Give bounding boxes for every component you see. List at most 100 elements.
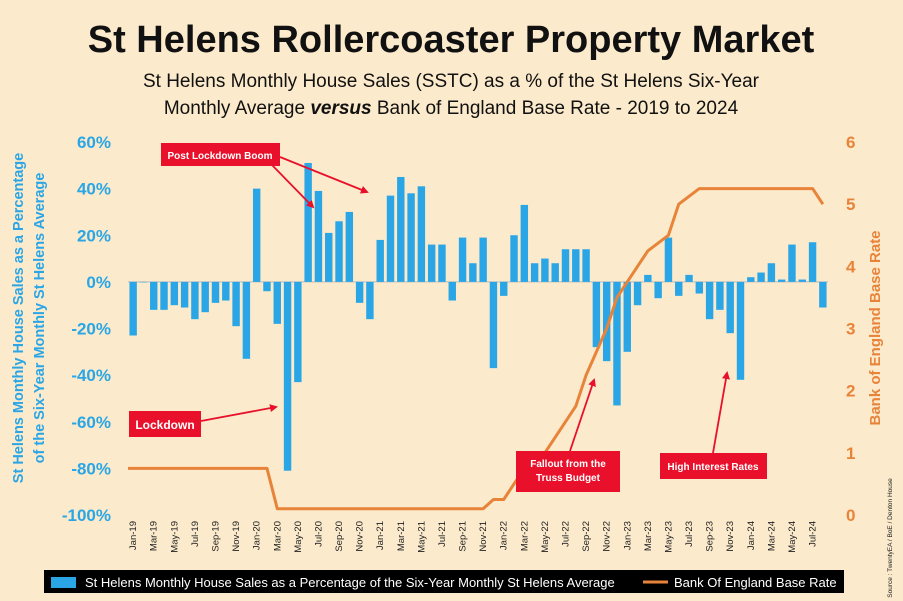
annotation-truss-budget: Fallout from the Truss Budget	[516, 378, 620, 492]
y-tick-label: 20%	[77, 226, 111, 245]
y2-tick-label: 1	[846, 444, 855, 463]
y-tick-label: 40%	[77, 180, 111, 199]
bar	[242, 281, 251, 359]
y2-tick-label: 3	[846, 320, 855, 339]
bar	[747, 277, 755, 282]
bar	[798, 279, 806, 282]
bar	[541, 258, 549, 282]
y2-tick-label: 0	[846, 506, 855, 525]
y-tick-label: -80%	[71, 459, 111, 478]
annotation-lockdown: Lockdown	[129, 404, 278, 437]
annotation-post-lockdown-boom: Post Lockdown Boom	[161, 143, 369, 209]
annotation-high-interest-rates: High Interest Rates	[660, 371, 767, 479]
bar	[757, 272, 765, 282]
bar	[294, 281, 302, 383]
x-tick-label: Mar-21	[396, 521, 407, 551]
annotation-label: Lockdown	[135, 418, 194, 432]
bar	[366, 281, 374, 320]
bar	[448, 281, 456, 301]
bar	[788, 244, 796, 282]
bar	[644, 274, 652, 282]
bar	[695, 281, 704, 294]
bar	[129, 281, 137, 336]
bar	[345, 211, 354, 282]
bar	[675, 281, 683, 296]
bar	[180, 281, 189, 308]
x-tick-label: Jul-24	[808, 521, 819, 547]
x-tick-label: Jan-20	[252, 521, 263, 550]
bar	[417, 186, 426, 282]
x-tick-label: Jan-22	[499, 521, 510, 550]
y2-tick-label: 6	[846, 133, 855, 152]
y2-axis-ticks: 6 5 4 3 2 1 0	[846, 133, 856, 525]
x-tick-label: Sep-20	[334, 521, 345, 552]
x-tick-label: Sep-22	[581, 521, 592, 552]
bar	[623, 281, 631, 352]
bar	[767, 263, 776, 282]
bar	[736, 281, 745, 380]
x-tick-label: May-24	[787, 521, 798, 553]
x-tick-label: Mar-24	[766, 521, 777, 551]
y-tick-label: -60%	[71, 413, 111, 432]
bar	[551, 263, 559, 282]
bar	[314, 190, 323, 282]
bar	[654, 281, 662, 299]
bar	[376, 239, 384, 282]
bar	[592, 281, 601, 348]
y-tick-label: -20%	[71, 320, 111, 339]
bar	[726, 281, 734, 334]
bar	[335, 221, 343, 282]
bar	[613, 281, 621, 406]
base-rate-series	[128, 187, 825, 511]
bar	[510, 235, 518, 282]
bar	[500, 281, 508, 296]
bar	[819, 281, 827, 308]
x-tick-label: Jul-23	[684, 521, 695, 547]
bar	[685, 274, 693, 282]
bar	[489, 281, 498, 369]
y-axis-label-line1: St Helens Monthly House Sales as a Perce…	[11, 153, 27, 483]
x-tick-label: Jan-21	[375, 521, 386, 550]
base-rate-line	[128, 187, 825, 511]
x-tick-label: Nov-21	[478, 521, 489, 552]
x-tick-label: Sep-19	[211, 521, 222, 552]
bar	[232, 281, 240, 327]
bar	[664, 237, 673, 282]
x-axis-ticks: Jan-19 Mar-19 May-19 Jul-19 Sep-19 Nov-19 Jan-…	[128, 521, 818, 553]
legend-label-line: Bank Of England Base Rate	[674, 575, 837, 590]
bar	[201, 281, 209, 313]
y2-tick-label: 5	[846, 195, 855, 214]
x-tick-label: May-22	[540, 521, 551, 553]
bar	[407, 193, 415, 282]
annotation-arrow	[271, 164, 315, 209]
chart-subtitle-line2: Monthly Average versus Bank of England B…	[164, 98, 739, 119]
chart-title: St Helens Rollercoaster Property Market	[88, 19, 815, 61]
y-tick-label: 60%	[77, 133, 111, 152]
annotation-box	[516, 451, 620, 492]
bar	[572, 249, 580, 282]
bar	[325, 232, 333, 282]
bar	[777, 279, 786, 282]
legend: St Helens Monthly House Sales as a Perce…	[44, 570, 844, 593]
bar	[479, 237, 487, 282]
bar-series	[129, 162, 827, 471]
x-tick-label: Sep-23	[705, 521, 716, 552]
x-tick-label: Jul-21	[437, 521, 448, 547]
bar	[582, 249, 590, 282]
bar	[355, 281, 364, 303]
legend-swatch-bars	[51, 577, 76, 588]
x-tick-label: May-20	[293, 521, 304, 553]
bar	[263, 281, 271, 292]
annotation-arrow	[712, 371, 730, 454]
bar	[705, 281, 714, 320]
x-tick-label: May-19	[169, 521, 180, 553]
bar	[438, 244, 446, 282]
bar	[602, 281, 611, 362]
annotation-arrow	[569, 378, 596, 452]
bar	[222, 281, 230, 301]
x-tick-label: Mar-20	[272, 521, 283, 551]
bar	[211, 281, 220, 303]
bar	[273, 281, 281, 324]
bar	[191, 281, 199, 320]
